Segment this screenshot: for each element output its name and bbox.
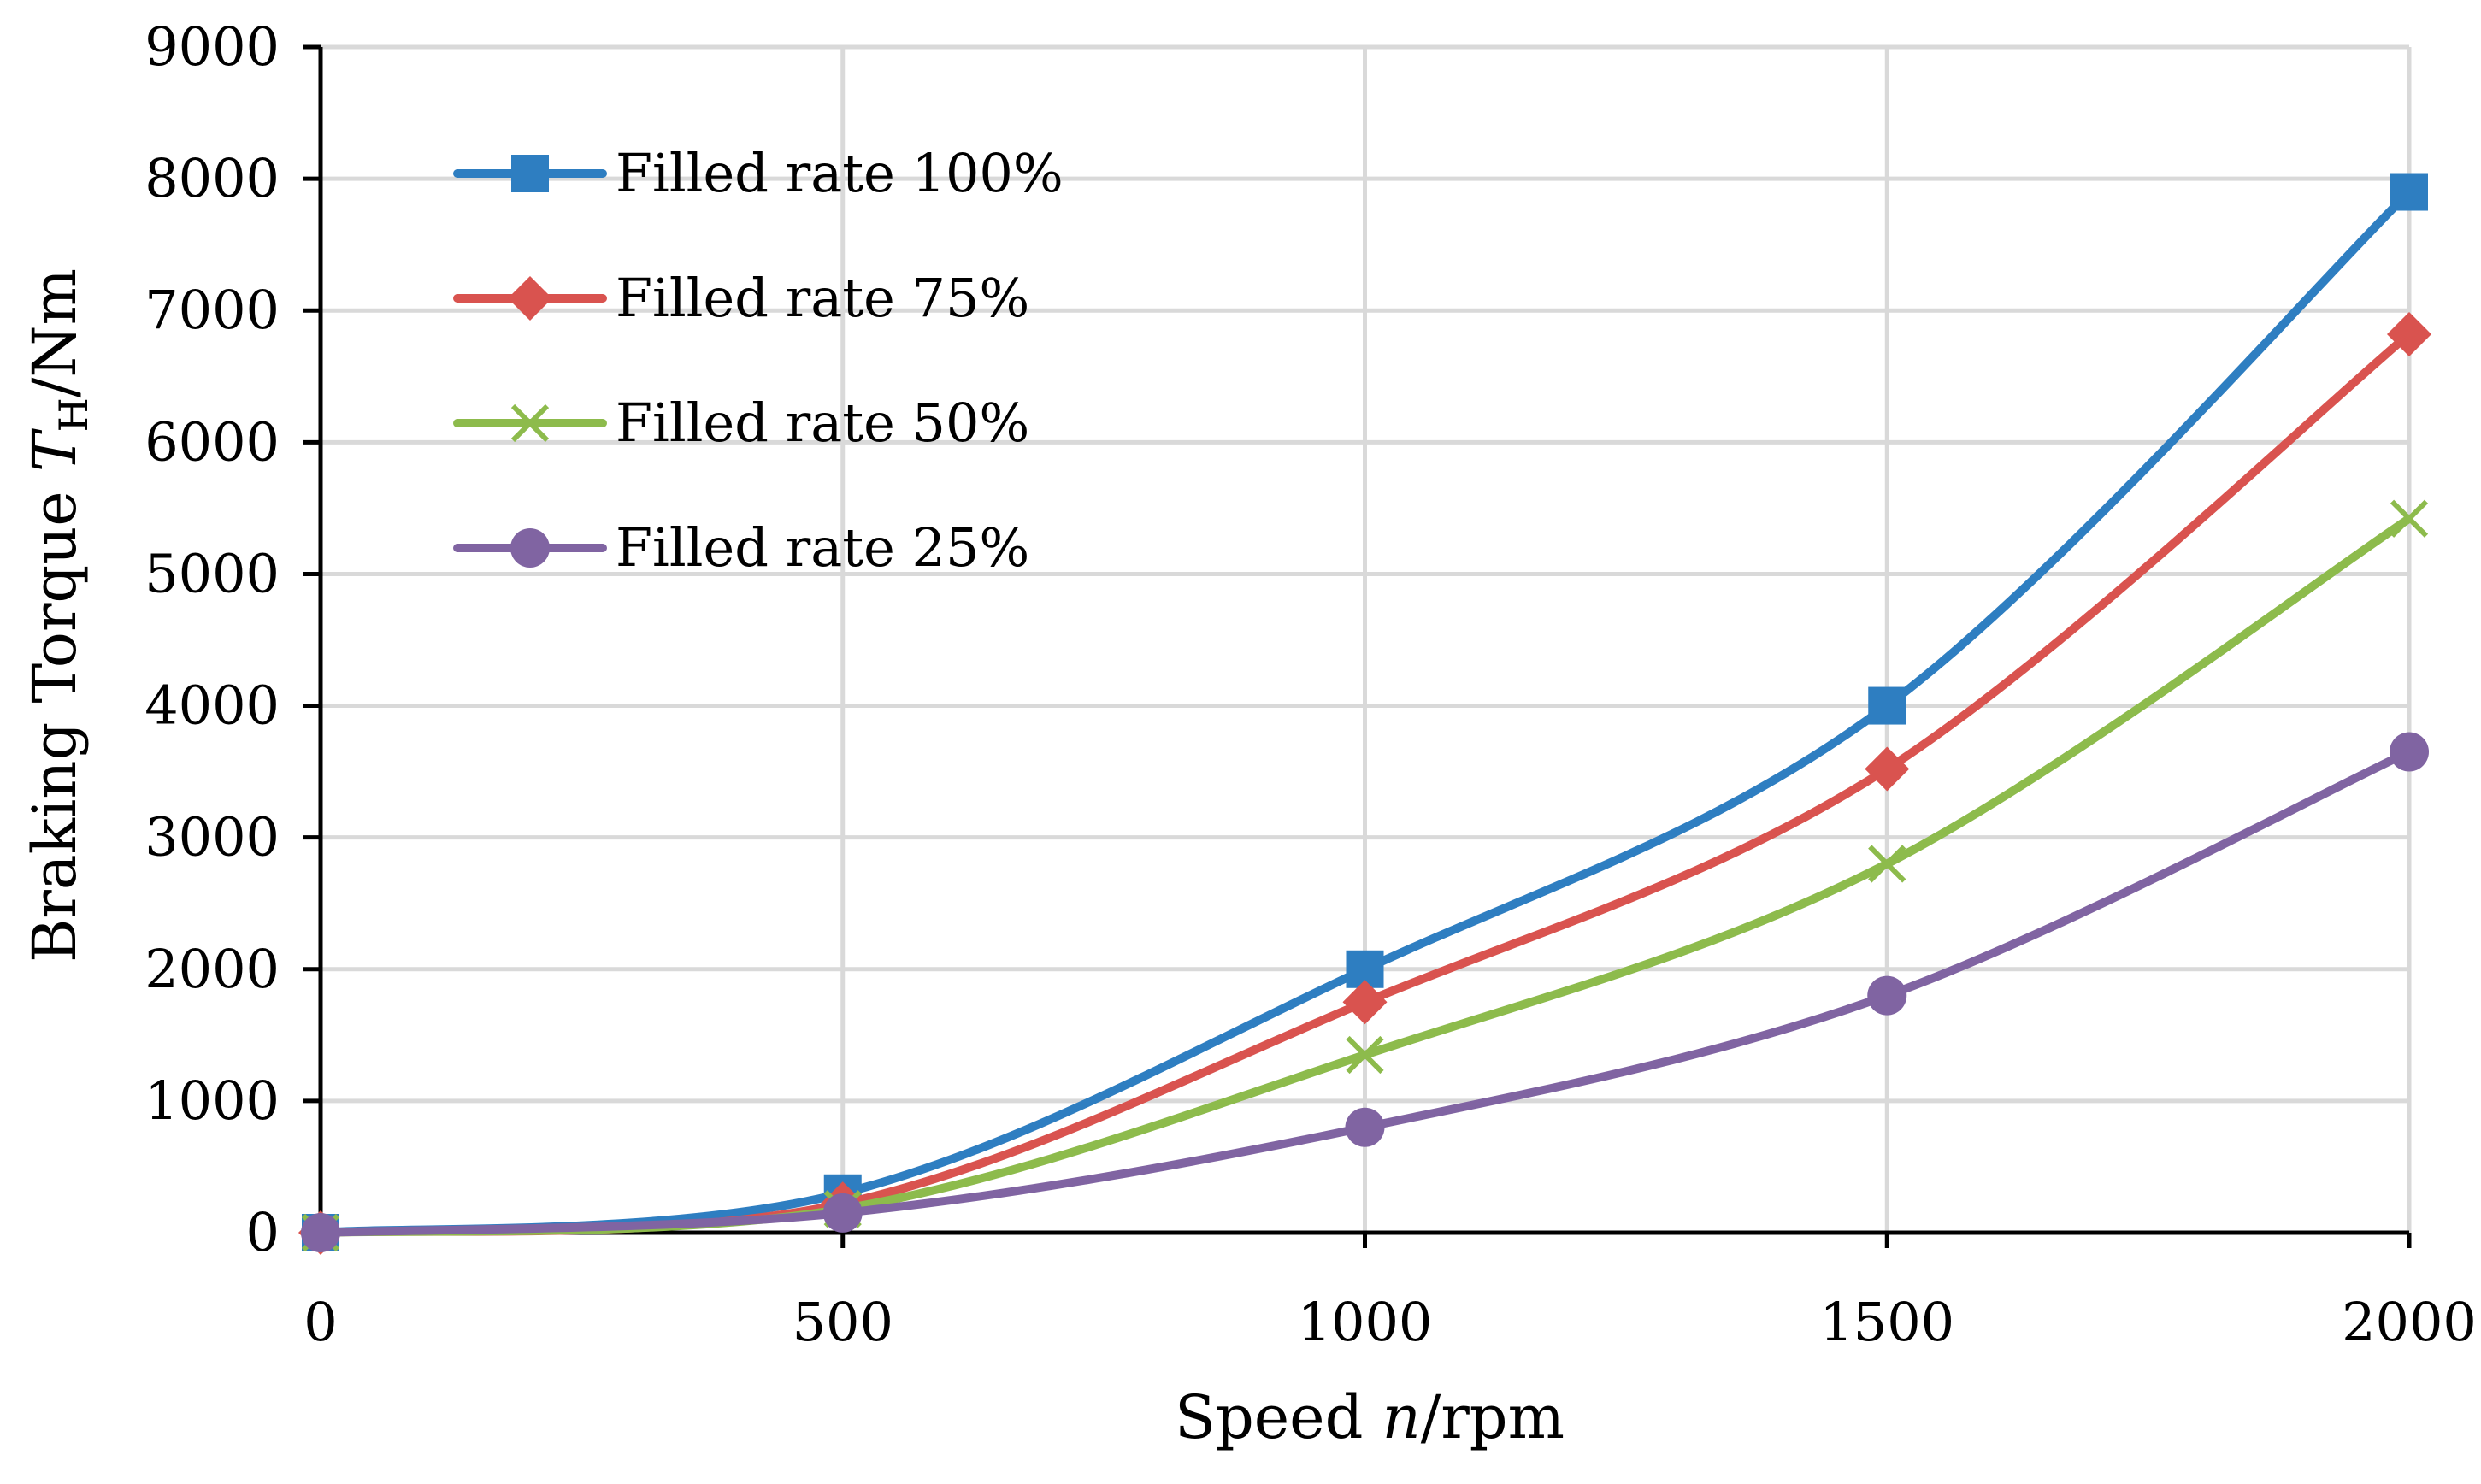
legend-label: Filled rate 100%	[616, 142, 1064, 204]
y-tick-label: 7000	[144, 279, 280, 341]
x-tick-label: 1500	[1819, 1291, 1954, 1353]
x-tick-label: 2000	[2342, 1291, 2477, 1353]
y-tick-label: 8000	[144, 147, 280, 209]
y-tick-label: 9000	[144, 15, 280, 78]
data-point-filled-rate-25	[2390, 732, 2429, 772]
x-tick-label: 1000	[1298, 1291, 1433, 1353]
legend-marker	[508, 276, 552, 321]
legend: Filled rate 100% Filled rate 75% Filled ra…	[453, 142, 1064, 579]
data-point-filled-rate-25	[1345, 1107, 1385, 1147]
data-point-filled-rate-75	[1865, 746, 1910, 792]
y-tick-label: 3000	[144, 806, 280, 869]
y-tick-label: 2000	[144, 938, 280, 1000]
x-tick-label: 500	[793, 1291, 893, 1353]
y-tick-label: 1000	[144, 1069, 280, 1132]
data-point-filled-rate-50	[1868, 845, 1906, 883]
legend-item: Filled rate 100%	[453, 142, 1064, 204]
y-axis-title: Braking Torque TH/Nm	[20, 268, 97, 963]
series-filled-rate-25	[301, 732, 2429, 1252]
series-line-filled-rate-100	[316, 187, 2413, 1237]
y-tick-label: 5000	[144, 542, 280, 604]
legend-label: Filled rate 25%	[616, 516, 1029, 579]
legend-marker	[510, 528, 550, 568]
legend-label: Filled rate 75%	[616, 267, 1029, 329]
data-point-filled-rate-50	[1346, 1035, 1384, 1075]
tick-labels: 0 1000 2000 3000 4000 5000 6000 7000 8000 9000 0 50…	[144, 15, 2477, 1353]
legend-marker	[510, 403, 550, 443]
data-point-filled-rate-25	[1867, 975, 1907, 1016]
y-tick-label: 0	[246, 1201, 280, 1263]
x-tick-label: 0	[303, 1291, 337, 1353]
legend-item: Filled rate 75%	[453, 267, 1029, 329]
legend-label: Filled rate 50%	[616, 392, 1029, 454]
grid	[321, 44, 2412, 1233]
series-group	[298, 173, 2431, 1255]
y-tick-label: 6000	[144, 410, 280, 473]
x-axis-title: Speed n/rpm	[1175, 1382, 1565, 1452]
data-point-filled-rate-25	[301, 1213, 340, 1252]
legend-marker	[511, 155, 549, 192]
legend-item: Filled rate 50%	[453, 392, 1029, 454]
data-point-filled-rate-100	[1868, 686, 1906, 725]
data-point-filled-rate-75	[1342, 980, 1388, 1025]
y-tick-label: 4000	[144, 674, 280, 737]
legend-item: Filled rate 25%	[453, 516, 1029, 579]
data-point-filled-rate-50	[2390, 499, 2429, 538]
data-point-filled-rate-100	[2390, 173, 2428, 211]
data-point-filled-rate-75	[2387, 311, 2431, 356]
data-point-filled-rate-25	[822, 1192, 863, 1233]
axes	[303, 44, 2412, 1248]
